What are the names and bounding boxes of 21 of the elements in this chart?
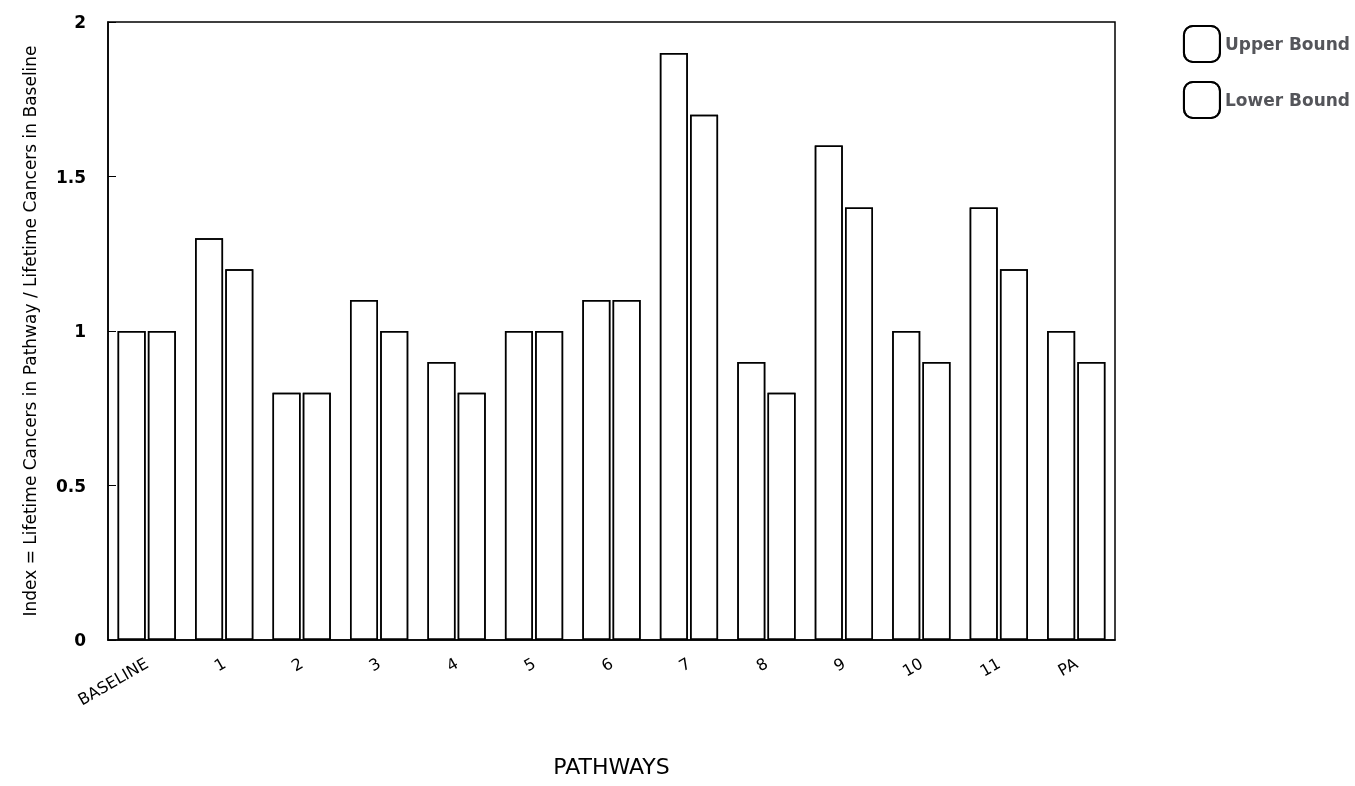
x-tick-label: PA bbox=[1054, 653, 1082, 681]
x-tick-label: 4 bbox=[443, 653, 462, 676]
y-tick-label: 2 bbox=[74, 12, 86, 32]
y-tick-label: 1 bbox=[74, 321, 86, 341]
x-tick-label: 8 bbox=[752, 653, 772, 676]
legend-label: Upper Bound bbox=[1224, 34, 1350, 54]
legend-label: Lower Bound bbox=[1224, 90, 1350, 110]
y-tick-label: 0 bbox=[74, 630, 87, 650]
x-tick-label: 11 bbox=[976, 653, 1004, 681]
y-tick-label: 1.5 bbox=[55, 166, 86, 187]
x-tick-label: 5 bbox=[520, 653, 539, 676]
x-tick-label: 10 bbox=[898, 653, 927, 681]
y-tick-label: 0.5 bbox=[55, 475, 86, 496]
x-tick-label: 6 bbox=[597, 653, 617, 676]
x-tick-label: 1 bbox=[210, 653, 229, 676]
x-tick-label: 3 bbox=[365, 653, 384, 676]
x-tick-label: 9 bbox=[830, 653, 849, 676]
y-axis-title: Index = Lifetime Cancers in Pathway / Lifetime Cancers in Baseline bbox=[19, 45, 40, 617]
x-tick-label: 2 bbox=[288, 653, 307, 676]
x-axis-title: PATHWAYS bbox=[553, 753, 670, 779]
x-tick-label: 7 bbox=[675, 653, 694, 676]
